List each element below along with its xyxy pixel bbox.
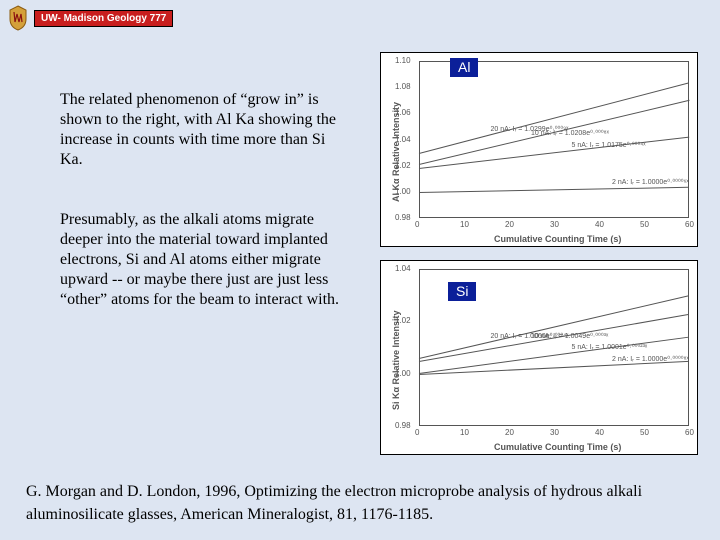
y-tick: 0.98 xyxy=(395,421,411,430)
x-tick: 60 xyxy=(685,428,694,437)
chart-si-label: Si xyxy=(448,282,476,301)
chart-al: Al Kα Relative IntensityCumulative Count… xyxy=(380,52,698,247)
series-label: 5 nA: Iᵣ = 1.0001e⁰·⁰⁰⁰²³ˣ xyxy=(572,343,648,351)
x-tick: 10 xyxy=(460,220,469,229)
y-tick: 1.10 xyxy=(395,56,411,65)
y-axis-label: Si Kα Relative Intensity xyxy=(391,311,401,411)
y-tick: 1.00 xyxy=(395,369,411,378)
x-tick: 60 xyxy=(685,220,694,229)
y-tick: 1.04 xyxy=(395,264,411,273)
paragraph-2: Presumably, as the alkali atoms migrate … xyxy=(60,210,350,310)
x-tick: 50 xyxy=(640,220,649,229)
header: UW- Madison Geology 777 xyxy=(4,4,173,32)
x-tick: 30 xyxy=(550,220,559,229)
citation: G. Morgan and D. London, 1996, Optimizin… xyxy=(26,481,694,526)
x-axis-label: Cumulative Counting Time (s) xyxy=(494,442,621,452)
paragraph-1: The related phenomenon of “grow in” is s… xyxy=(60,90,340,170)
chart-al-label: Al xyxy=(450,58,478,77)
x-tick: 40 xyxy=(595,220,604,229)
uw-crest-icon xyxy=(4,4,32,32)
y-tick: 0.98 xyxy=(395,213,411,222)
x-tick: 30 xyxy=(550,428,559,437)
chart-si: Si Kα Relative Intensity Cumulative Count… xyxy=(380,260,698,455)
x-tick: 40 xyxy=(595,428,604,437)
series-label: 2 nA: Iᵣ = 1.0000e⁰·⁰⁰⁰⁰⁶ˣ xyxy=(612,178,689,186)
x-axis-label: Cumulative Counting Time (s) xyxy=(494,234,621,244)
y-tick: 1.06 xyxy=(395,108,411,117)
y-tick: 1.08 xyxy=(395,82,411,91)
y-tick: 1.02 xyxy=(395,316,411,325)
y-tick: 1.00 xyxy=(395,187,411,196)
x-tick: 0 xyxy=(415,428,419,437)
y-tick: 1.02 xyxy=(395,161,411,170)
series-label: 10 nA: Iᵣ = 1.0208e⁰·⁰⁰⁰⁸ˣ xyxy=(531,129,609,137)
x-tick: 10 xyxy=(460,428,469,437)
x-tick: 20 xyxy=(505,428,514,437)
series-label: 2 nA: Iᵣ = 1.0000e⁰·⁰⁰⁰⁰⁸ˣ xyxy=(612,355,689,363)
x-tick: 50 xyxy=(640,428,649,437)
series-label: 5 nA: Iᵣ = 1.0175e⁰·⁰⁰⁰⁴ˣ xyxy=(572,141,646,149)
plot-area xyxy=(419,61,689,218)
x-tick: 20 xyxy=(505,220,514,229)
course-badge: UW- Madison Geology 777 xyxy=(34,10,173,27)
series-label: 10 nA: Iᵣ = 1.0049e⁰·⁰⁰⁰³ˣ xyxy=(531,332,608,340)
x-tick: 0 xyxy=(415,220,419,229)
y-tick: 1.04 xyxy=(395,135,411,144)
